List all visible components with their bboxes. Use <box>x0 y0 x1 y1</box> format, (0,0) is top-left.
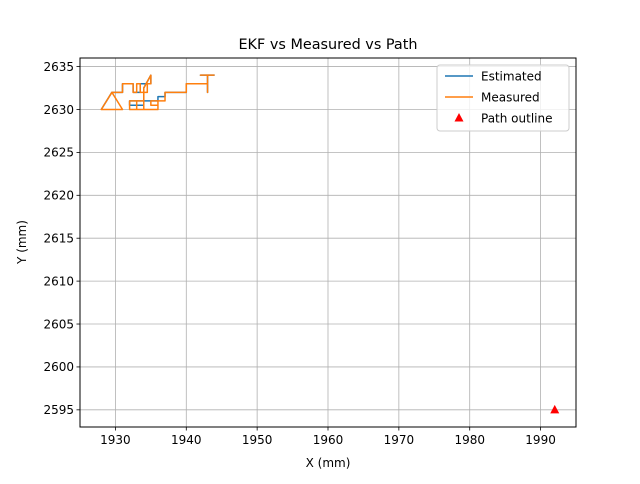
x-tick-label: 1960 <box>313 433 344 447</box>
y-tick-label: 2595 <box>43 403 74 417</box>
legend-label: Path outline <box>481 112 552 126</box>
x-tick-label: 1970 <box>384 433 415 447</box>
y-tick-label: 2620 <box>43 189 74 203</box>
y-tick-label: 2615 <box>43 232 74 246</box>
legend-label: Estimated <box>481 70 542 84</box>
legend-box <box>436 64 570 132</box>
x-tick-label: 1950 <box>242 433 273 447</box>
plot-frame <box>79 57 577 428</box>
y-tick-label: 2625 <box>43 146 74 160</box>
axis-ticks: 1930 1940 1950 1960 1970 1980 1990 2595 2600 2605… <box>43 60 555 447</box>
legend: Estimated Measured Path outline <box>436 64 570 132</box>
x-tick-label: 1990 <box>525 433 556 447</box>
triangle-marker <box>550 404 560 414</box>
chart-title: EKF vs Measured vs Path <box>238 37 417 53</box>
y-tick-label: 2635 <box>43 60 74 74</box>
x-tick-label: 1980 <box>454 433 485 447</box>
legend-swatch-triangle <box>454 113 464 122</box>
legend-label: Measured <box>481 91 540 105</box>
x-tick-label: 1940 <box>171 433 202 447</box>
y-axis-label: Y (mm) <box>15 220 29 265</box>
plot-series <box>100 74 560 414</box>
series-line-measured <box>100 74 215 111</box>
y-tick-label: 2600 <box>43 360 74 374</box>
grid <box>80 58 576 427</box>
x-tick-label: 1930 <box>100 433 131 447</box>
y-tick-label: 2630 <box>43 103 74 117</box>
x-axis-label: X (mm) <box>306 456 351 470</box>
y-tick-label: 2610 <box>43 274 74 288</box>
y-tick-label: 2605 <box>43 317 74 331</box>
